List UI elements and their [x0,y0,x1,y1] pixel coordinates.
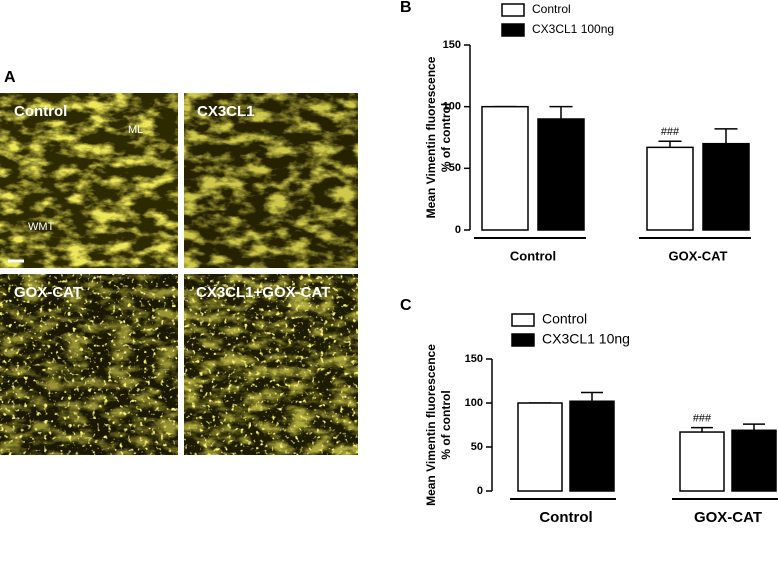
legend-label: CX3CL1 10ng [542,331,630,347]
legend-label: Control [542,311,587,327]
y-tick-label: 0 [455,224,461,236]
x-tick-label: GOX-CAT [669,248,728,263]
y-axis-label: Mean Vimentin fluorescence [424,344,438,506]
y-tick-label: 100 [443,101,461,113]
image-label: CX3CL1+GOX-CAT [196,284,330,301]
bar [481,105,529,231]
y-tick-label: 0 [477,485,483,497]
texture [184,274,358,455]
panel-letter: B [400,0,412,16]
bar [646,146,694,231]
y-tick-label: 100 [465,397,483,409]
legend-swatch [511,313,535,327]
bar [517,402,563,492]
image-label: Control [14,103,67,120]
x-tick-label: Control [510,248,556,263]
y-tick-label: 50 [449,162,461,174]
texture [184,93,358,268]
legend-swatch [511,333,535,347]
annotation: ### [661,126,680,138]
bar [537,118,585,231]
region-label: WMT [28,221,55,233]
legend-label: CX3CL1 100ng [532,22,614,36]
y-tick-label: 150 [465,353,483,365]
x-tick-label: GOX-CAT [694,509,762,526]
bar [731,429,777,492]
y-axis-label: % of control [439,390,453,459]
legend-label: Control [532,2,571,16]
texture [0,93,178,268]
y-tick-label: 50 [471,441,483,453]
y-axis-label: Mean Vimentin fluorescence [424,56,438,218]
legend-swatch [501,3,525,17]
micrographs: Control CX3CL1 GOX-CAT CX3CL1+GOX-CAT ML… [0,93,358,455]
panel-letter: C [400,297,412,314]
annotation: ### [693,413,712,425]
bar [569,400,615,492]
image-label: GOX-CAT [14,284,82,301]
bar [702,142,750,231]
bar [679,431,725,492]
image-label: CX3CL1 [197,103,255,120]
panel-letter: A [4,69,16,86]
texture [0,274,178,455]
legend-swatch [501,23,525,37]
region-label: ML [128,124,143,136]
y-tick-label: 150 [443,39,461,51]
y-axis-label: % of control [439,103,453,172]
x-tick-label: Control [539,509,592,526]
